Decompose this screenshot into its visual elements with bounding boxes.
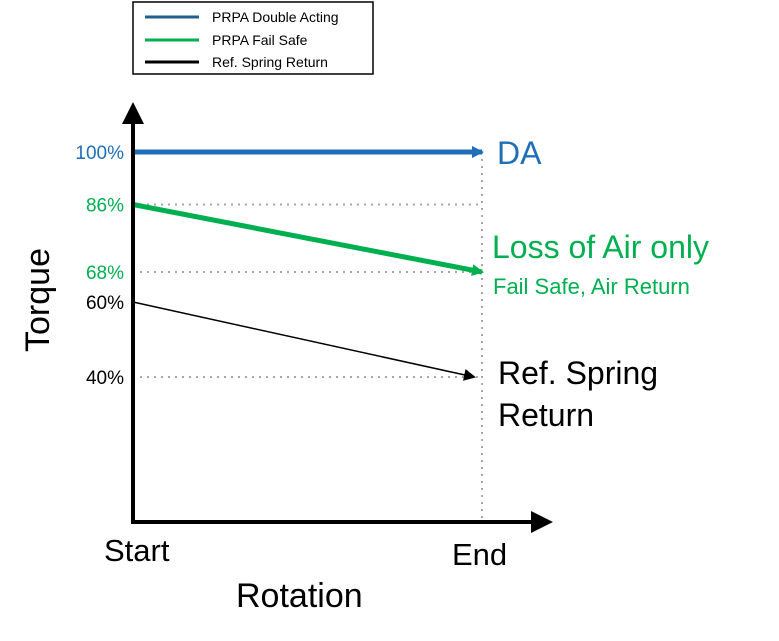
annotation-1: Loss of Air only — [492, 229, 709, 265]
y-axis-title: Torque — [19, 248, 57, 352]
reference-gridlines — [133, 152, 483, 522]
y-tick-labels: 100% 86% 68% 60% 40% — [75, 143, 124, 389]
legend-label-fail-safe: PRPA Fail Safe — [212, 32, 308, 48]
y-tick-68: 68% — [86, 263, 124, 284]
annotation-2: Ref. Spring — [498, 355, 658, 391]
annotation-0: DA — [497, 135, 542, 171]
annotation-sub-2: Return — [498, 397, 594, 433]
series-line-1 — [132, 202, 484, 276]
y-tick-100: 100% — [75, 143, 124, 164]
x-category-start: Start — [104, 533, 170, 568]
y-axis-arrowhead — [122, 102, 144, 124]
y-tick-86: 86% — [86, 196, 124, 217]
series-line-2 — [132, 301, 476, 381]
legend-label-double-acting: PRPA Double Acting — [212, 9, 339, 25]
y-tick-60: 60% — [86, 293, 124, 314]
y-tick-40: 40% — [86, 368, 124, 389]
annotation-sub-1: Fail Safe, Air Return — [493, 274, 690, 299]
x-axis-arrowhead — [531, 511, 553, 533]
axes — [122, 102, 553, 533]
series-annotations: DA Loss of Air only Fail Safe, Air Return R… — [492, 135, 709, 433]
legend-label-spring-return: Ref. Spring Return — [212, 54, 328, 70]
series-lines — [132, 146, 484, 381]
x-category-end: End — [452, 537, 507, 572]
x-axis-title: Rotation — [236, 577, 363, 615]
legend: PRPA Double Acting PRPA Fail Safe Ref. S… — [132, 1, 374, 75]
